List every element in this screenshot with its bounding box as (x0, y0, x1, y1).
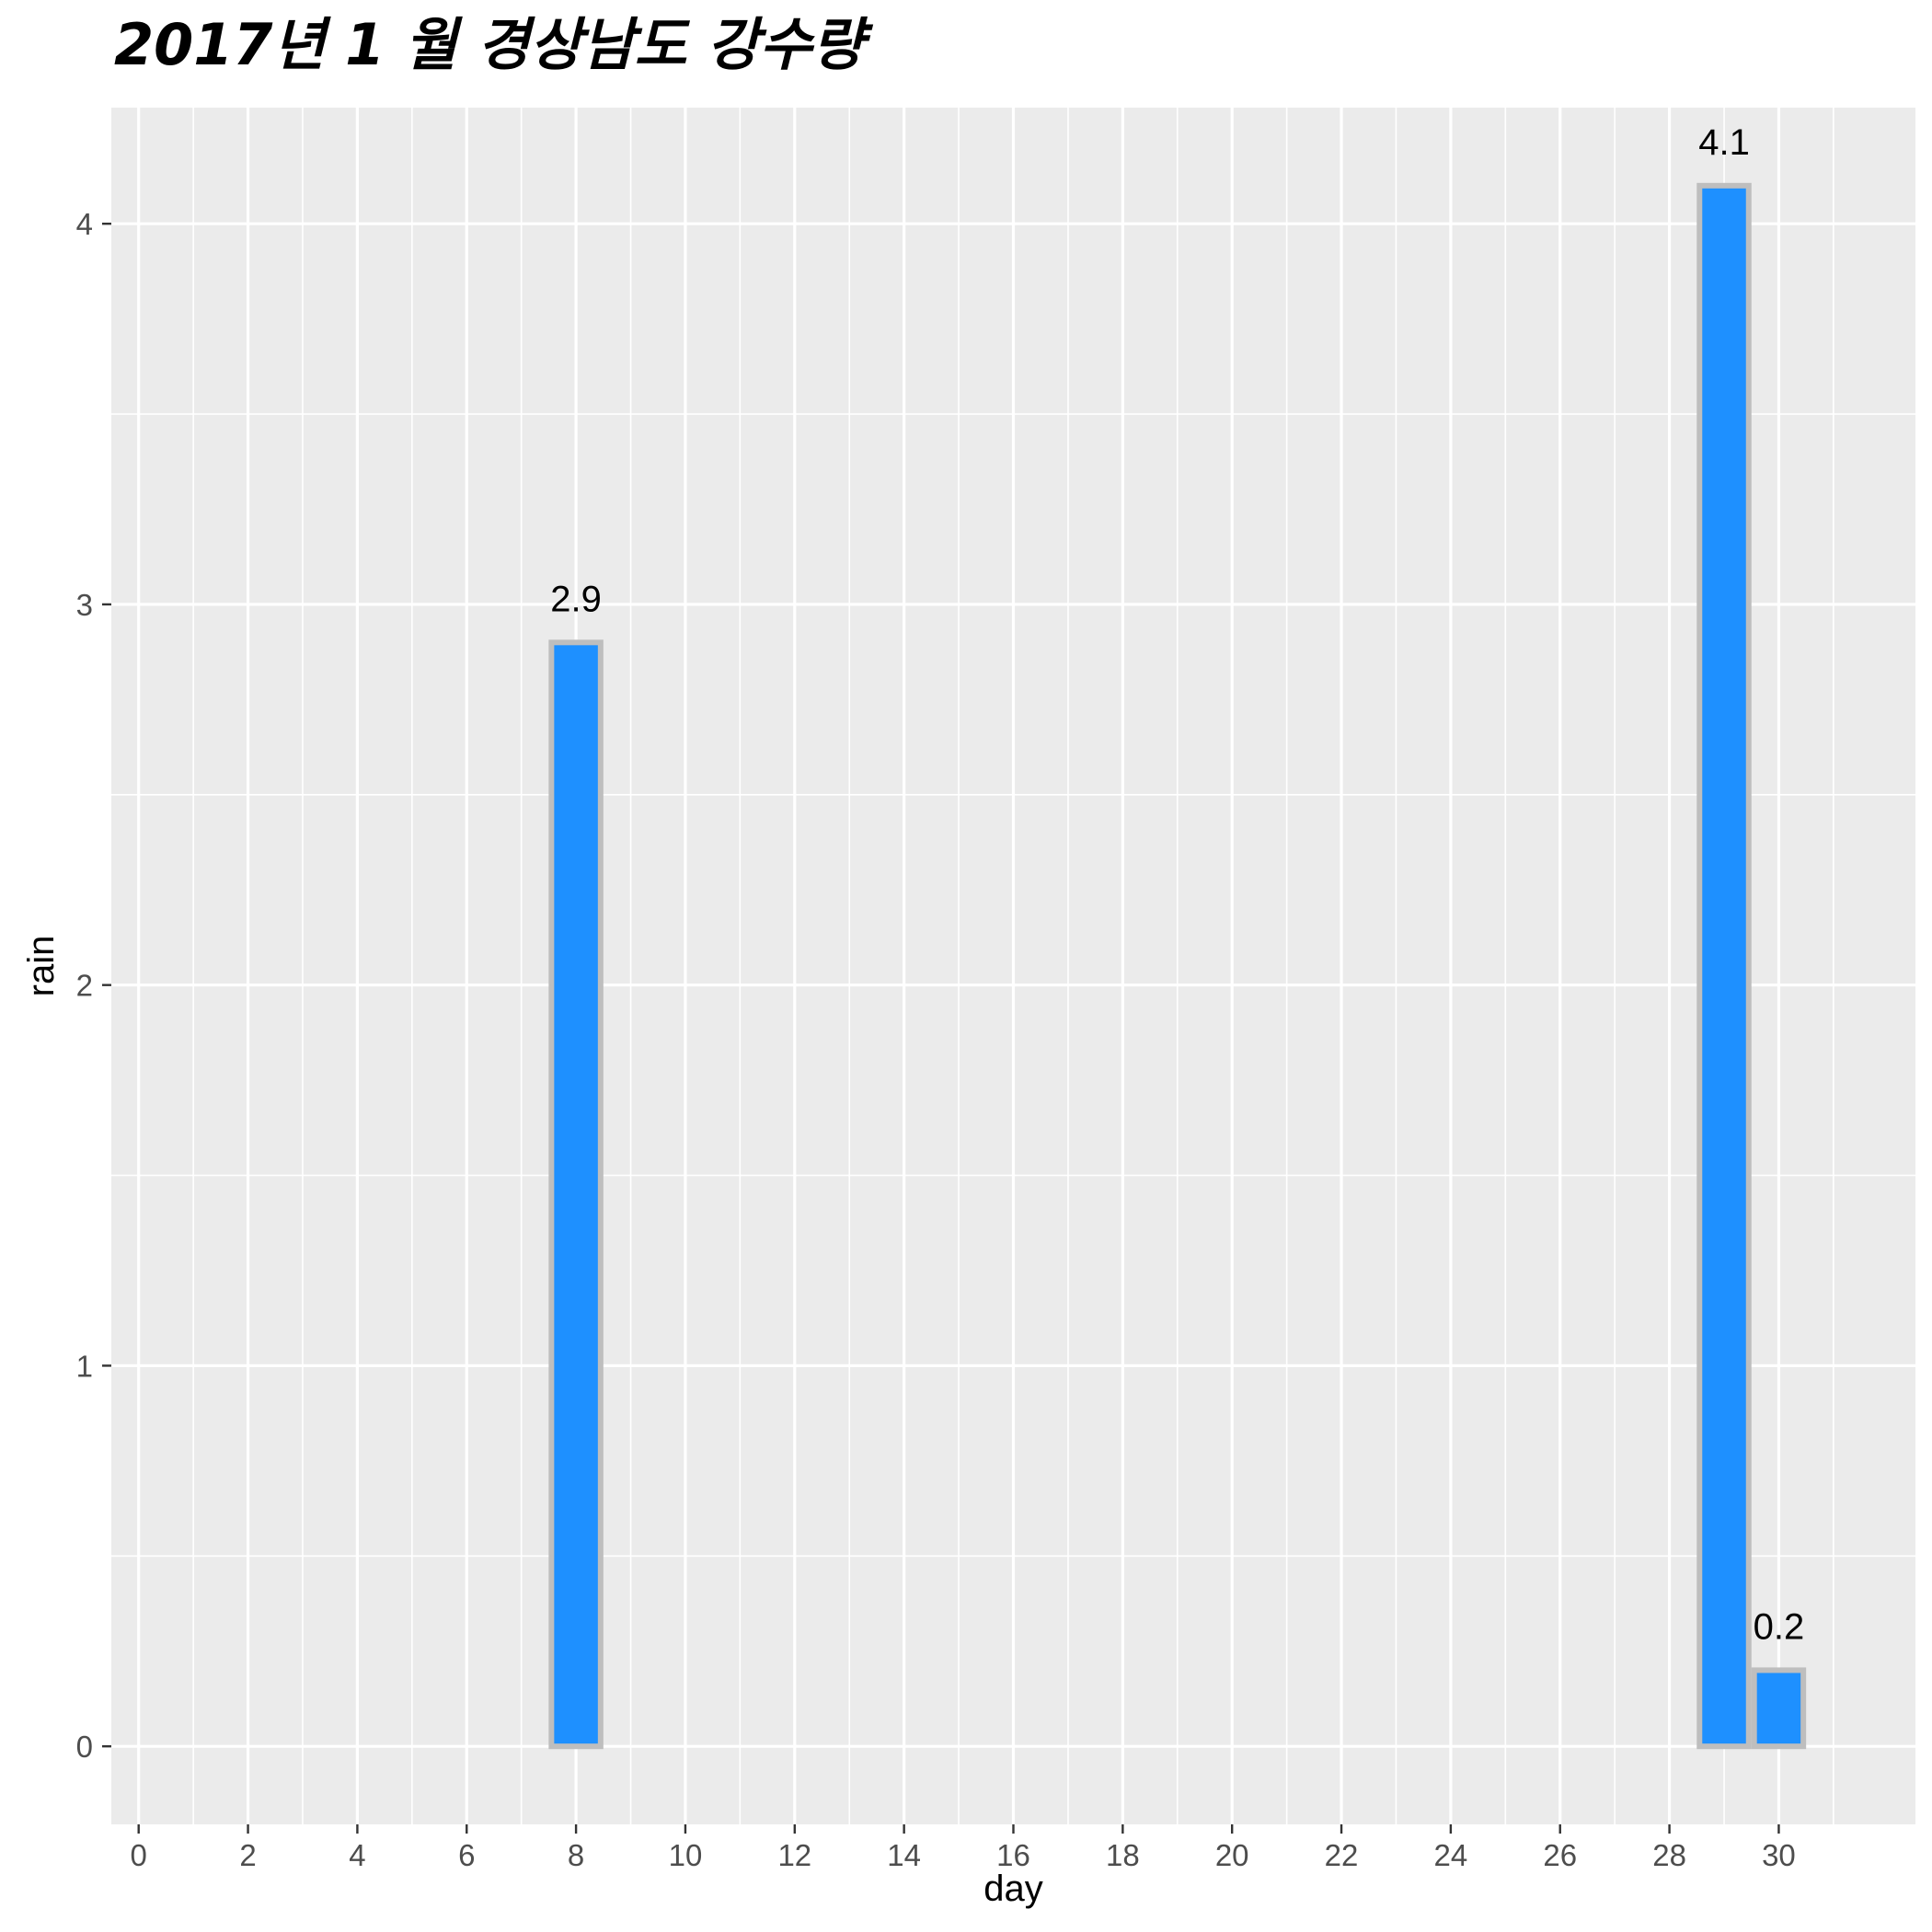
y-tick-label: 3 (76, 588, 93, 622)
x-tick-label: 30 (1762, 1838, 1796, 1872)
x-tick-label: 24 (1434, 1838, 1468, 1872)
data-label-day-29: 4.1 (1698, 122, 1750, 163)
y-tick-label: 2 (76, 969, 93, 1003)
x-tick-label: 0 (131, 1838, 147, 1872)
x-tick-label: 20 (1215, 1838, 1249, 1872)
x-tick-label: 10 (669, 1838, 703, 1872)
x-tick-label: 12 (777, 1838, 811, 1872)
x-tick-label: 28 (1652, 1838, 1686, 1872)
x-tick-label: 6 (458, 1838, 475, 1872)
x-tick-label: 18 (1106, 1838, 1140, 1872)
x-tick-label: 16 (996, 1838, 1030, 1872)
y-tick-label: 0 (76, 1730, 93, 1764)
x-axis-title: day (983, 1869, 1043, 1909)
x-tick-label: 2 (239, 1838, 256, 1872)
grid-lines (111, 108, 1915, 1824)
data-label-day-8: 2.9 (550, 579, 602, 619)
x-tick-label: 4 (349, 1838, 365, 1872)
x-tick-label: 26 (1543, 1838, 1577, 1872)
bar-day-29 (1696, 182, 1752, 1750)
chart-title: 2017년 1 월 경상남도 강수량 (114, 11, 873, 78)
x-tick-label: 14 (887, 1838, 921, 1872)
bar-day-30 (1751, 1667, 1807, 1750)
data-labels: 2.9 4.1 0.2 (550, 122, 1804, 1648)
bars (548, 182, 1807, 1750)
x-tick-label: 8 (568, 1838, 584, 1872)
y-axis-title: rain (21, 936, 62, 997)
data-label-day-30: 0.2 (1754, 1606, 1805, 1647)
y-tick-label: 4 (76, 207, 93, 241)
x-tick-label: 22 (1325, 1838, 1359, 1872)
bar-day-8 (548, 639, 604, 1750)
y-tick-label: 1 (76, 1349, 93, 1383)
